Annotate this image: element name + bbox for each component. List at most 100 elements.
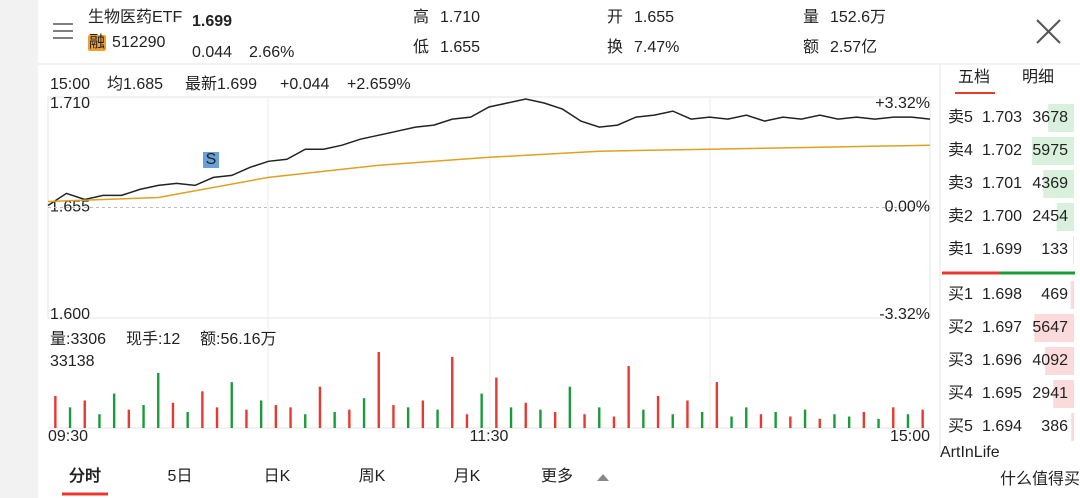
volume-bar	[201, 391, 204, 428]
book-price: 1.695	[982, 385, 1022, 402]
stat-value: 152.6万	[830, 9, 886, 26]
qty-bar	[1045, 347, 1074, 375]
watermark: ArtInLife	[940, 444, 1000, 461]
book-qty: 4092	[1032, 352, 1068, 369]
tag: 融	[89, 33, 105, 51]
stat-label: 换	[607, 38, 623, 56]
qty-bar	[1043, 170, 1074, 198]
volume-bar	[833, 414, 836, 428]
volume-bar	[495, 377, 498, 428]
book-qty: 2941	[1032, 385, 1068, 402]
volume-bar	[803, 409, 807, 428]
volume-bar	[333, 411, 336, 428]
book-price: 1.701	[982, 175, 1022, 192]
more-arrow[interactable]	[597, 474, 609, 481]
volume-bar	[774, 411, 777, 428]
volume-bar	[627, 366, 630, 428]
volume-bar	[392, 405, 395, 428]
book-label: 买4	[948, 384, 973, 402]
stat-label: 额	[803, 38, 819, 56]
volume-bar	[318, 386, 322, 428]
change-pct: 2.66%	[249, 44, 294, 61]
info-time: 15:00	[50, 76, 90, 93]
volume-bar	[259, 400, 263, 428]
volume-bar	[759, 414, 763, 428]
volume-bar	[847, 416, 851, 428]
book-qty: 3678	[1032, 109, 1068, 126]
book-label: 买2	[948, 318, 973, 336]
book-price: 1.702	[982, 142, 1022, 159]
book-qty: 5647	[1032, 319, 1068, 336]
qty-bar	[1032, 137, 1074, 165]
qty-bar	[1056, 203, 1074, 231]
book-price: 1.696	[982, 352, 1022, 369]
book-qty: 133	[1041, 241, 1068, 258]
close-icon[interactable]	[1036, 19, 1061, 44]
tab: 更多	[541, 467, 573, 485]
volume-bar	[274, 405, 278, 428]
volume-bar	[465, 414, 469, 428]
y2-tick-label: -3.32%	[879, 306, 930, 323]
book-qty: 4369	[1032, 175, 1068, 192]
volume-bar	[98, 414, 101, 428]
tab: 5日	[168, 468, 193, 485]
volume-bar	[362, 398, 366, 428]
volume-header: 量:3306	[50, 331, 106, 348]
volume-bar	[230, 382, 233, 428]
book-qty: 2454	[1032, 208, 1068, 225]
qty-bar	[1048, 104, 1074, 132]
book-qty: 469	[1041, 286, 1068, 303]
volume-bar	[642, 409, 645, 428]
book-tab: 明细	[1022, 68, 1054, 86]
volume-bar	[348, 409, 351, 428]
volume-bar	[612, 416, 616, 428]
volume-bar	[480, 393, 483, 428]
info-latest: 最新1.699	[185, 75, 257, 93]
book-label: 卖5	[948, 108, 973, 126]
volume-header: 现手:12	[126, 330, 180, 348]
signal-bg	[203, 152, 219, 168]
tag-bg	[88, 35, 106, 51]
stock-name: 生物医药ETF	[88, 8, 182, 26]
stat-value: 1.710	[440, 9, 480, 26]
menu-icon[interactable]	[53, 23, 73, 39]
volume-bar	[68, 407, 72, 428]
volume-bar	[906, 414, 910, 428]
qty-bar	[1073, 236, 1074, 264]
volume-bar	[686, 400, 689, 428]
volume-bar	[598, 407, 601, 428]
book-label: 卖3	[948, 174, 973, 192]
tab: 分时	[69, 467, 101, 485]
info-avg: 均1.685	[107, 75, 163, 93]
book-label: 卖1	[948, 240, 973, 258]
stat-value: 7.47%	[634, 39, 679, 56]
book-price: 1.699	[982, 241, 1022, 258]
volume-bar	[730, 416, 733, 428]
volume-bar	[524, 402, 527, 428]
stat-value: 1.655	[634, 9, 674, 26]
volume-bar	[142, 405, 145, 428]
book-label: 买3	[948, 351, 973, 369]
volume-bar	[862, 411, 866, 428]
volume-bar	[700, 411, 704, 428]
tab-bar	[38, 455, 1080, 498]
book-label: 买5	[948, 417, 973, 435]
stat-value: 1.655	[440, 39, 480, 56]
volume-bar	[127, 409, 131, 428]
volume-bar	[583, 414, 586, 428]
volume-bar	[289, 407, 292, 428]
tab: 日K	[264, 468, 291, 485]
x-tick-label: 11:30	[470, 428, 509, 445]
volume-bar	[171, 402, 175, 428]
qty-bar	[1070, 281, 1074, 309]
stock-code: 512290	[112, 34, 165, 51]
volume-bar	[553, 411, 557, 428]
y2-tick-label: 0.00%	[885, 199, 930, 216]
volume-bar	[921, 409, 924, 428]
book-qty: 386	[1041, 418, 1068, 435]
stat-label: 低	[413, 38, 429, 56]
stat-label: 高	[413, 8, 429, 26]
qty-bar	[1034, 314, 1074, 342]
volume-bar	[245, 409, 248, 428]
